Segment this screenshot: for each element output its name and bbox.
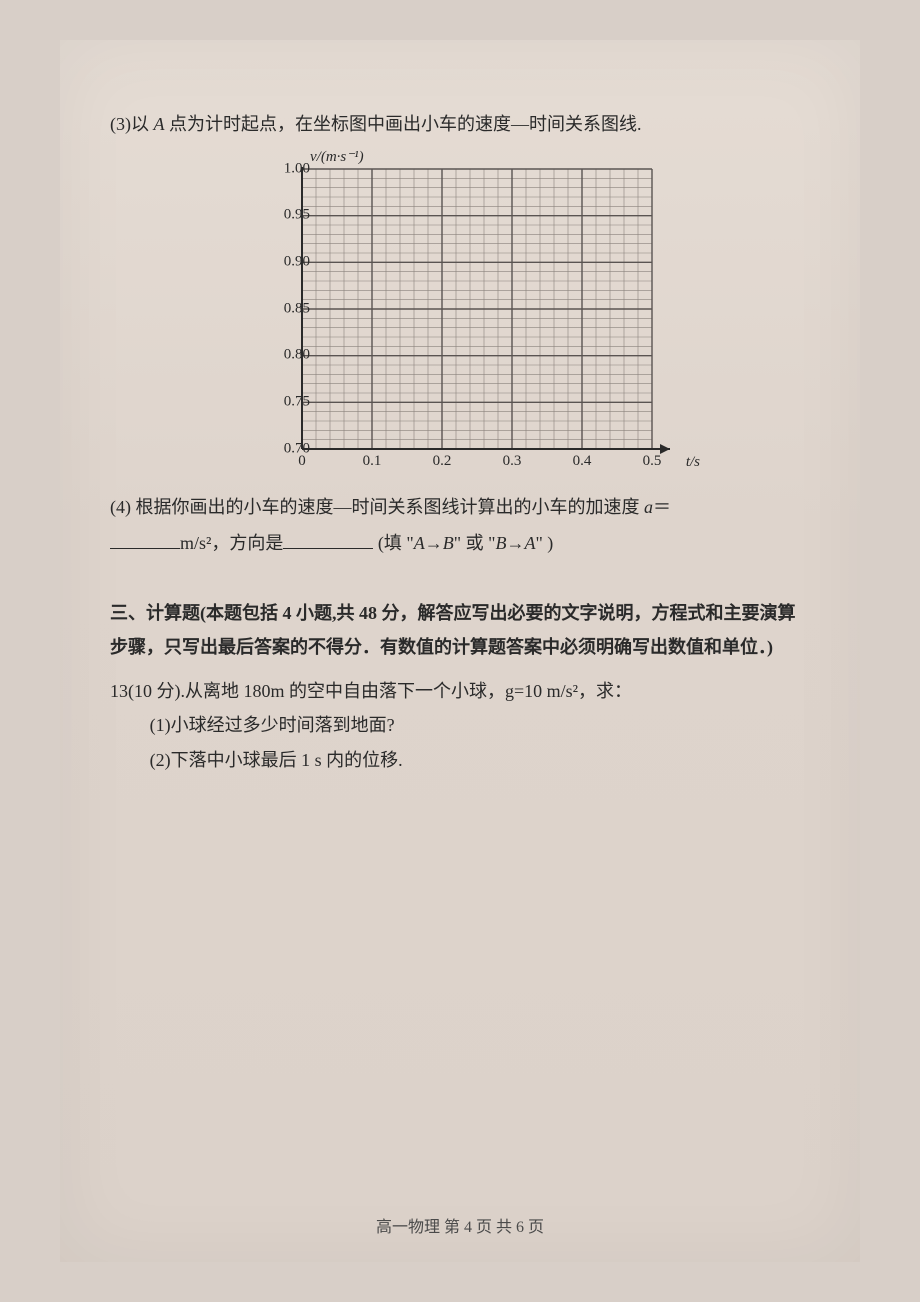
- q4-a-symbol: a: [644, 497, 653, 517]
- grid-svg: [300, 167, 680, 477]
- x-tick-label: 0: [298, 453, 306, 470]
- q4-hint-a: (填 ": [378, 533, 414, 553]
- q3-text-after: 点为计时起点，在坐标图中画出小车的速度—时间关系图线.: [165, 114, 642, 134]
- blank-acceleration[interactable]: [110, 529, 180, 549]
- question-3: (3)以 A 点为计时起点，在坐标图中画出小车的速度—时间关系图线.: [110, 110, 810, 139]
- q4-label: (4): [110, 497, 131, 517]
- q3-label: (3): [110, 114, 131, 134]
- velocity-time-chart: v/(m·s⁻¹) t/s 0.700.750.800.850.900.951.…: [240, 149, 680, 479]
- question-13: 13(10 分).从离地 180m 的空中自由落下一个小球，g=10 m/s²，…: [110, 674, 810, 777]
- q4-btoa: B→A: [495, 533, 535, 553]
- q4-unit: m/s²，方向是: [180, 533, 283, 553]
- x-axis-title: t/s: [686, 454, 700, 471]
- x-tick-label: 0.1: [363, 453, 382, 470]
- y-tick-label: 0.75: [260, 394, 310, 411]
- q4-eq: ＝: [653, 497, 671, 517]
- y-tick-label: 0.85: [260, 300, 310, 317]
- x-tick-label: 0.3: [503, 453, 522, 470]
- y-tick-label: 0.80: [260, 347, 310, 364]
- x-tick-label: 0.5: [643, 453, 662, 470]
- question-4: (4) 根据你画出的小车的速度—时间关系图线计算出的小车的加速度 a＝ m/s²…: [110, 489, 810, 561]
- y-tick-label: 0.95: [260, 207, 310, 224]
- q13-stem-line: 13(10 分).从离地 180m 的空中自由落下一个小球，g=10 m/s²，…: [110, 674, 810, 708]
- q3-text-before: 以: [131, 114, 154, 134]
- q13-label: 13(10 分).: [110, 681, 185, 701]
- page-footer: 高一物理 第 4 页 共 6 页: [60, 1213, 860, 1237]
- y-axis-title: v/(m·s⁻¹): [310, 147, 364, 166]
- x-tick-label: 0.2: [433, 453, 452, 470]
- q3-A: A: [154, 114, 165, 134]
- q4-hint-mid: " 或 ": [454, 533, 496, 553]
- y-tick-label: 1.00: [260, 160, 310, 177]
- q13-sub2: (2)下落中小球最后 1 s 内的位移.: [110, 743, 810, 777]
- q4-atob: A→B: [414, 533, 454, 553]
- chart-container: v/(m·s⁻¹) t/s 0.700.750.800.850.900.951.…: [110, 149, 810, 479]
- blank-direction[interactable]: [283, 529, 373, 549]
- page: (3)以 A 点为计时起点，在坐标图中画出小车的速度—时间关系图线. v/(m·…: [60, 40, 860, 1262]
- y-tick-label: 0.90: [260, 254, 310, 271]
- section-3-heading: 三、计算题(本题包括 4 小题,共 48 分，解答应写出必要的文字说明，方程式和…: [110, 596, 810, 664]
- q4-hint-end: " ): [535, 533, 553, 553]
- grid-area: [300, 167, 660, 457]
- q13-stem: 从离地 180m 的空中自由落下一个小球，g=10 m/s²，求：: [185, 681, 632, 701]
- q13-sub1: (1)小球经过多少时间落到地面?: [110, 708, 810, 742]
- x-tick-label: 0.4: [573, 453, 592, 470]
- q4-line1a: 根据你画出的小车的速度—时间关系图线计算出的小车的加速度: [136, 497, 645, 517]
